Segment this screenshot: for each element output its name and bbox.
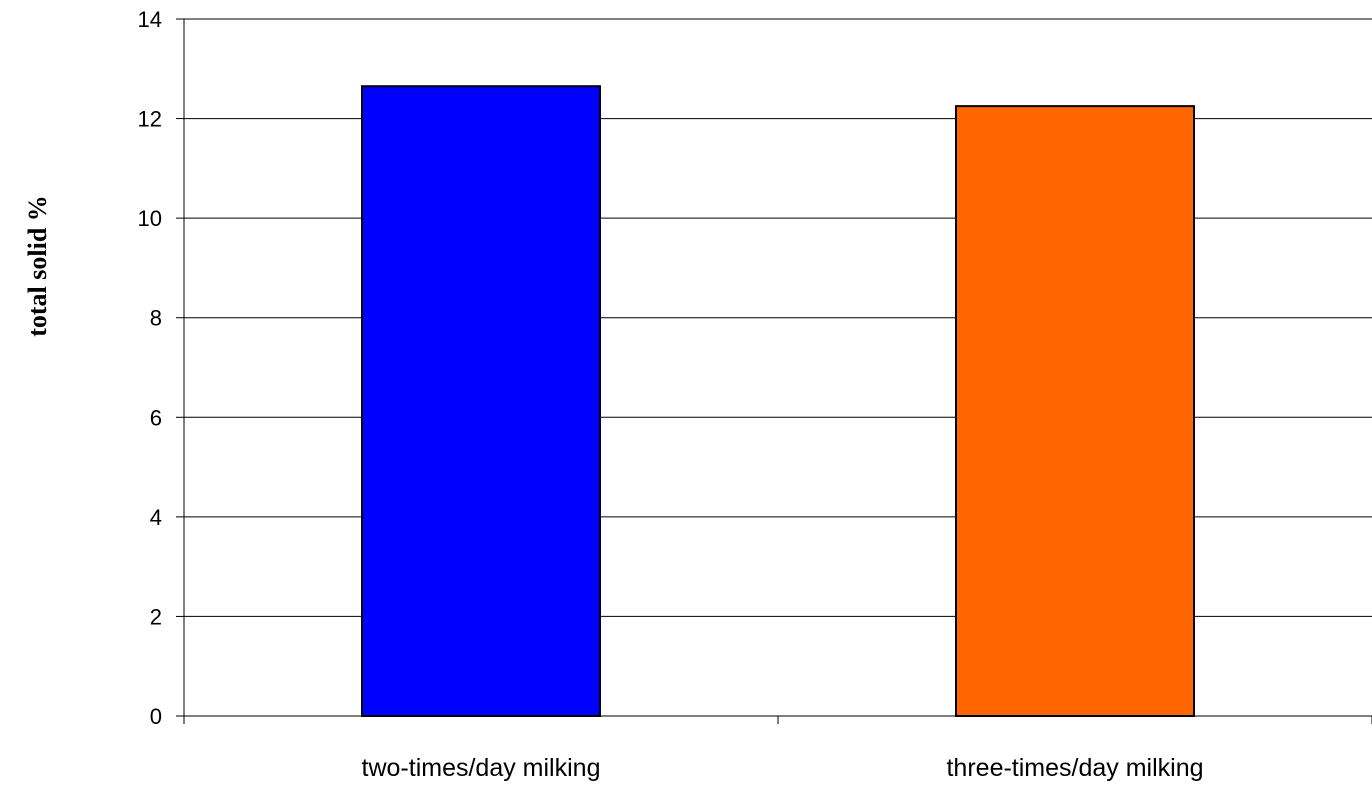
- bar-two-times-day-milking: [361, 85, 601, 718]
- y-tick-label: 10: [138, 206, 162, 231]
- y-tick-label: 8: [150, 306, 162, 331]
- x-category-label: three-times/day milking: [946, 754, 1203, 782]
- y-tick-label: 12: [138, 107, 162, 132]
- bar-three-times-day-milking: [955, 105, 1195, 717]
- y-tick-label: 4: [150, 505, 162, 530]
- y-tick-labels: 0 2 4 6 8 10 12 14: [138, 7, 184, 729]
- bars: [361, 85, 1195, 718]
- y-tick-label: 2: [150, 604, 162, 629]
- y-axis-title: total solid %: [23, 195, 52, 337]
- y-tick-label: 0: [150, 704, 162, 729]
- x-category-label: two-times/day milking: [362, 754, 601, 782]
- x-tick-labels: two-times/day milking three-times/day mil…: [183, 716, 1372, 782]
- y-tick-label: 14: [138, 7, 162, 32]
- y-tick-label: 6: [150, 405, 162, 430]
